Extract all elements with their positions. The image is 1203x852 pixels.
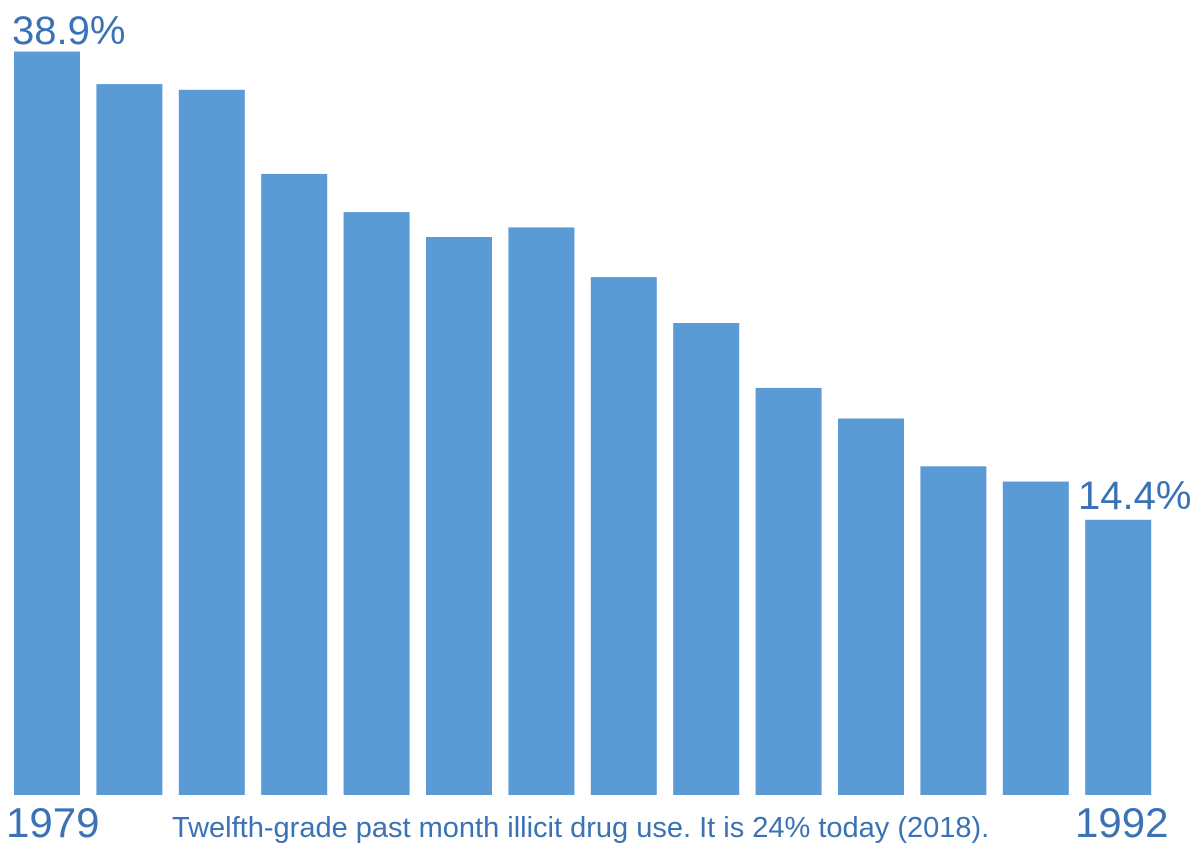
x-end-label: 1992	[1075, 799, 1168, 846]
bar-1983	[343, 212, 410, 796]
bar-1982	[261, 173, 328, 795]
bar-1980	[96, 84, 163, 796]
chart-caption: Twelfth-grade past month illicit drug us…	[172, 812, 989, 844]
bar-1989	[838, 418, 904, 795]
bar-1992	[1085, 519, 1152, 795]
bar-1985	[508, 227, 575, 795]
bar-1984	[426, 237, 492, 795]
bar-1986	[590, 277, 657, 796]
last-value-label: 14.4%	[1078, 474, 1191, 518]
bar-1991	[1002, 481, 1069, 795]
bar-1987	[673, 323, 740, 795]
bar-1988	[755, 387, 822, 795]
bars-group	[14, 51, 1152, 796]
first-value-label: 38.9%	[12, 9, 125, 53]
x-start-label: 1979	[6, 799, 99, 846]
bar-1979	[14, 51, 80, 796]
bar-1981	[178, 89, 245, 796]
bar-1990	[920, 466, 987, 795]
